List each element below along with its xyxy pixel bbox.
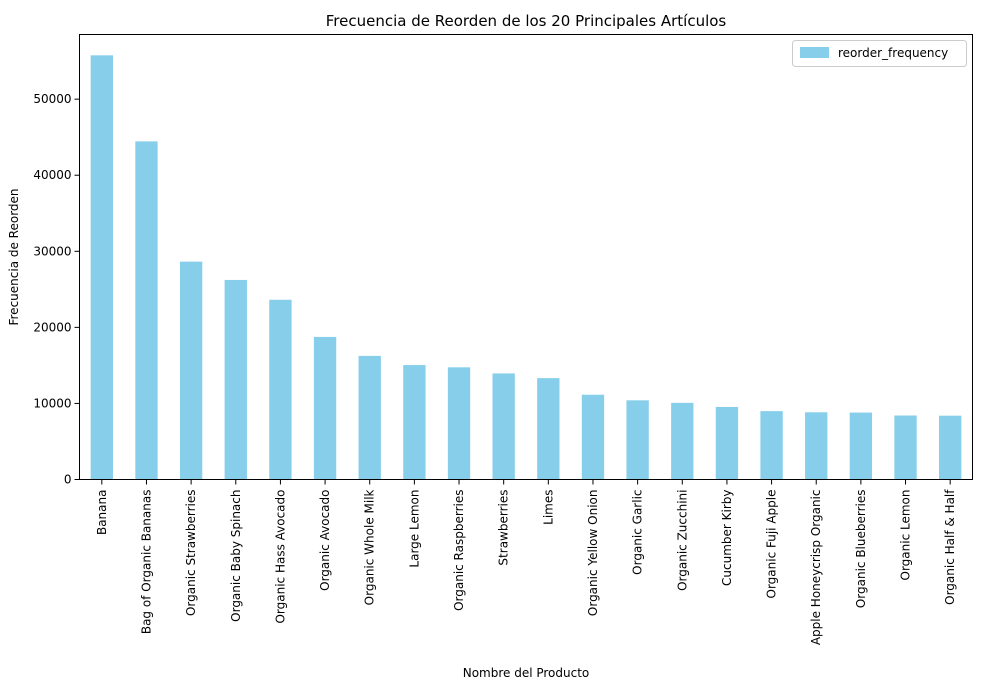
bar-10 (537, 378, 560, 480)
bar-8 (447, 367, 471, 480)
bar-9 (492, 373, 515, 480)
bar-13 (671, 402, 694, 480)
bar-15 (760, 411, 783, 480)
legend: reorder_frequency (792, 40, 967, 67)
y-axis: 0 10000 20000 30000 40000 50000 (33, 92, 80, 487)
y-axis-label: Frecuencia de Reorden (7, 188, 21, 325)
x-tick-label: Organic Lemon (899, 490, 913, 581)
bar-14 (715, 406, 739, 480)
bar-5 (313, 336, 337, 480)
bar-16 (805, 412, 828, 480)
x-tick-label: Organic Yellow Onion (586, 490, 600, 617)
bar-6 (358, 355, 381, 480)
y-tick-label: 50000 (33, 92, 71, 106)
bar-7 (403, 365, 426, 480)
bar-17 (849, 412, 873, 480)
y-tick-label: 20000 (33, 320, 71, 334)
x-tick-label: Organic Hass Avocado (273, 490, 287, 624)
x-axis-label: Nombre del Producto (463, 666, 590, 680)
bar-3 (224, 279, 247, 480)
x-tick-label: Limes (541, 490, 555, 525)
bar-19 (939, 415, 962, 480)
bar-11 (581, 394, 605, 480)
y-tick-label: 0 (64, 473, 72, 487)
x-tick-label: Large Lemon (407, 490, 421, 568)
legend-frame (792, 40, 967, 67)
bar-4 (269, 299, 292, 480)
x-tick-label: Organic Avocado (318, 490, 332, 591)
x-tick-label: Strawberries (497, 490, 511, 566)
x-tick-label: Organic Zucchini (675, 490, 689, 591)
bar-18 (894, 415, 917, 480)
x-tick-label: Organic Raspberries (452, 490, 466, 611)
bars-group (90, 55, 962, 480)
bar-1 (135, 141, 158, 480)
x-tick-label: Organic Fuji Apple (765, 490, 779, 599)
x-tick-label: Banana (95, 490, 109, 536)
legend-entry-reorder-frequency: reorder_frequency (838, 46, 948, 60)
x-tick-label: Organic Baby Spinach (229, 490, 243, 622)
x-tick-label: Organic Half & Half (943, 489, 957, 605)
bar-0 (90, 55, 113, 480)
x-tick-label: Cucumber Kirby (720, 490, 734, 586)
x-axis: Banana Bag of Organic Bananas Organic Stra… (95, 479, 957, 646)
chart-title: Frecuencia de Reorden de los 20 Principa… (326, 12, 727, 30)
legend-swatch (800, 47, 829, 58)
x-tick-label: Organic Blueberries (854, 490, 868, 609)
y-tick-label: 10000 (33, 396, 71, 410)
x-tick-label: Bag of Organic Bananas (139, 490, 153, 635)
plot-frame (79, 34, 973, 480)
bar-2 (179, 261, 203, 480)
bar-12 (626, 400, 649, 480)
x-tick-label: Organic Garlic (631, 490, 645, 575)
x-tick-label: Organic Whole Milk (363, 489, 377, 605)
y-tick-label: 30000 (33, 244, 71, 258)
x-tick-label: Apple Honeycrisp Organic (809, 490, 823, 646)
y-tick-label: 40000 (33, 168, 71, 182)
x-tick-label: Organic Strawberries (184, 490, 198, 617)
